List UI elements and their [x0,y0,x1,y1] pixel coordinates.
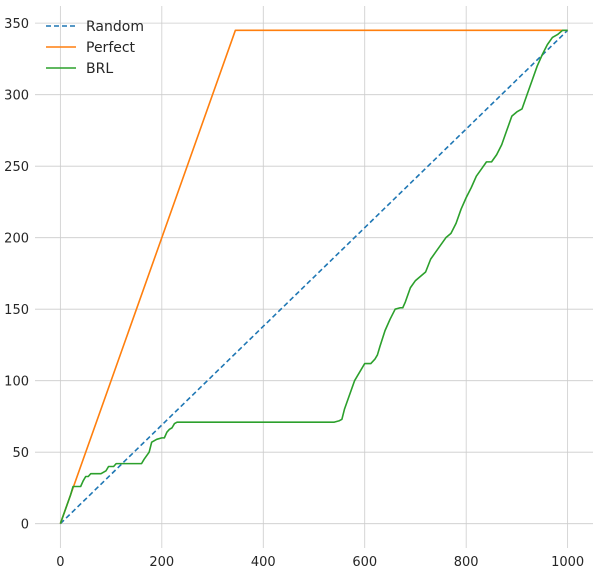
x-tick-label: 600 [352,555,377,570]
series-line-perfect [59,29,568,524]
y-tick-label: 0 [21,518,29,533]
legend: Random Perfect BRL [46,19,144,77]
x-tick-label: 400 [251,555,276,570]
x-tick-label: 200 [149,555,174,570]
y-tick-label: 300 [4,89,29,104]
series-line-brl [59,29,568,524]
series-line-random [59,29,569,525]
y-tick-label: 200 [4,232,29,247]
tick-labels: 0 200 400 600 800 1000 0 50 100 150 200 250 300 350 [4,17,584,570]
y-tick-label: 100 [4,375,29,390]
legend-label-brl: BRL [86,61,113,77]
x-tick-label: 1000 [551,555,584,570]
legend-label-random: Random [86,19,144,35]
y-tick-label: 50 [12,446,29,461]
x-tick-label: 0 [56,555,64,570]
x-tick-label: 800 [454,555,479,570]
y-tick-label: 150 [4,303,29,318]
series-lines [59,29,569,525]
y-tick-label: 350 [4,17,29,32]
y-tick-label: 250 [4,160,29,175]
legend-label-perfect: Perfect [86,40,136,56]
